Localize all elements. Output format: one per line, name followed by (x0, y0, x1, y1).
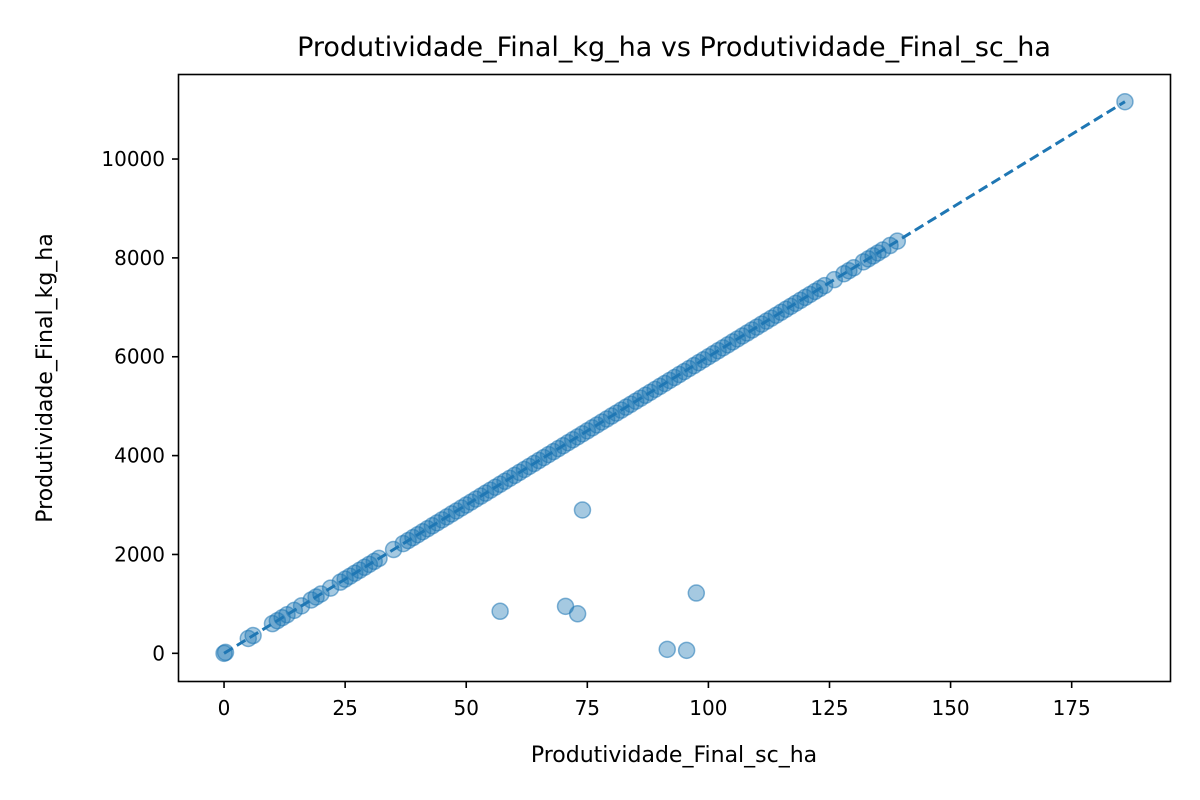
data-point (677, 641, 696, 660)
y-tick-label: 2000 (114, 542, 165, 566)
x-axis-label: Produtividade_Final_sc_ha (531, 743, 817, 768)
x-tick-label: 0 (218, 696, 231, 720)
data-point (491, 602, 509, 621)
x-tick-label: 150 (931, 696, 969, 720)
y-tick-label: 6000 (114, 345, 165, 369)
data-point (568, 605, 587, 623)
y-tick-label: 4000 (114, 444, 165, 468)
trend-line (223, 100, 1126, 655)
x-axis-ticks: 0 25 50 75 100 125 150 175 (218, 681, 1091, 720)
x-tick-label: 100 (689, 696, 727, 720)
x-tick-label: 25 (332, 696, 357, 720)
y-tick-label: 8000 (114, 246, 165, 270)
data-point (658, 640, 676, 659)
x-tick-label: 50 (453, 696, 478, 720)
y-axis-ticks: 0 2000 4000 6000 8000 10000 (101, 147, 179, 665)
data-point (687, 584, 706, 602)
x-tick-label: 125 (810, 696, 848, 720)
y-axis-label: Produtividade_Final_kg_ha (33, 233, 58, 522)
trend-line-group (223, 100, 1126, 655)
x-tick-label: 75 (575, 696, 600, 720)
y-tick-label: 10000 (101, 147, 165, 171)
x-tick-label: 175 (1053, 696, 1091, 720)
chart-title: Produtividade_Final_kg_ha vs Produtivida… (297, 32, 1051, 63)
data-point (573, 501, 592, 519)
plot-frame (177, 73, 1172, 683)
y-tick-label: 0 (152, 641, 165, 665)
